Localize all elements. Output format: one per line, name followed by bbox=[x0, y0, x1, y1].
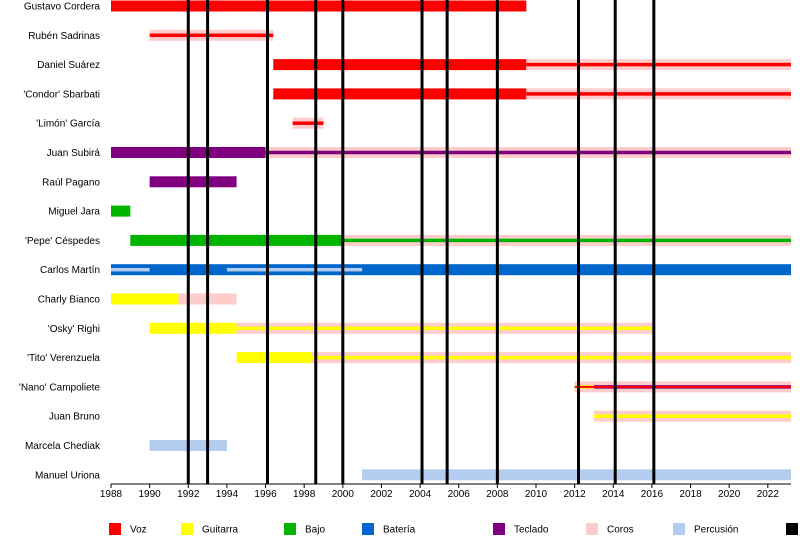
legend-label: Bajo bbox=[305, 525, 325, 536]
member-label: Raúl Pagano bbox=[42, 177, 100, 188]
bar-voz bbox=[149, 33, 274, 38]
legend-swatch-bajo bbox=[284, 523, 296, 535]
member-label: 'Nano' Campoliete bbox=[19, 382, 101, 393]
bar-voz bbox=[526, 92, 791, 96]
legend-swatch-teclado bbox=[493, 523, 505, 535]
bar-voz bbox=[526, 62, 791, 67]
x-tick-label: 2002 bbox=[370, 489, 393, 500]
x-tick-label: 2016 bbox=[641, 489, 664, 500]
bar-teclado bbox=[149, 176, 237, 188]
x-tick-label: 2006 bbox=[448, 489, 471, 500]
bar-voz bbox=[111, 0, 527, 12]
x-tick-label: 2000 bbox=[332, 489, 355, 500]
x-tick-label: 1992 bbox=[177, 489, 200, 500]
member-label: Carlos Martín bbox=[40, 265, 100, 276]
bar-guitarra bbox=[236, 352, 312, 364]
legend-label: Voz bbox=[130, 525, 147, 536]
bar-bateria bbox=[111, 264, 791, 276]
bar-guitarra bbox=[593, 414, 791, 418]
member-label: Gustavo Cordera bbox=[24, 2, 101, 13]
bar-percusion bbox=[111, 267, 150, 272]
x-tick-label: 1994 bbox=[216, 489, 239, 500]
legend-swatch-voz bbox=[109, 523, 121, 535]
legend-label: Batería bbox=[383, 525, 416, 536]
member-label: Miguel Jara bbox=[48, 207, 100, 218]
x-tick-label: 2012 bbox=[564, 489, 587, 500]
bar-teclado bbox=[265, 150, 792, 155]
x-tick-label: 2020 bbox=[718, 489, 741, 500]
album-lines bbox=[186, 0, 656, 484]
member-label: 'Pepe' Céspedes bbox=[25, 236, 100, 247]
bar-voz bbox=[292, 121, 324, 125]
member-label: Juan Bruno bbox=[49, 412, 101, 423]
legend-swatch-coros bbox=[586, 523, 598, 535]
bar-voz bbox=[273, 59, 527, 71]
bar-guitarra bbox=[111, 293, 179, 305]
x-tick-label: 2004 bbox=[409, 489, 432, 500]
bar-bajo bbox=[130, 234, 343, 246]
bar-guitarra bbox=[149, 322, 237, 334]
x-axis: 1988 1990 1992 1994 1996 1998 2000 2002 2004 2006… bbox=[100, 483, 791, 500]
bar-percusion bbox=[226, 267, 363, 272]
legend-label: Percusión bbox=[694, 525, 738, 536]
bar-bajo bbox=[342, 238, 791, 243]
x-tick-label: 1998 bbox=[293, 489, 316, 500]
x-tick-label: 2018 bbox=[679, 489, 702, 500]
bar-percusion bbox=[362, 469, 791, 481]
member-label: Charly Bianco bbox=[38, 295, 101, 306]
x-tick-label: 2008 bbox=[486, 489, 509, 500]
member-labels: Gustavo Cordera Rubén Sadrinas Daniel Suár… bbox=[19, 2, 101, 482]
member-label: Daniel Suárez bbox=[37, 60, 100, 71]
legend: Voz Guitarra Bajo Batería Teclado Coros Percus… bbox=[109, 523, 798, 536]
bar-guitarra bbox=[311, 355, 791, 360]
member-label: Rubén Sadrinas bbox=[28, 31, 100, 42]
bar-guitarra bbox=[236, 326, 654, 331]
member-bars bbox=[111, 0, 792, 481]
legend-label: Coros bbox=[607, 525, 634, 536]
member-label: 'Tito' Verenzuela bbox=[27, 353, 100, 364]
bar-voz bbox=[273, 88, 527, 100]
member-label: 'Osky' Righi bbox=[48, 324, 100, 335]
member-label: 'Limón' García bbox=[36, 119, 100, 130]
member-label: Marcela Chediak bbox=[25, 441, 101, 452]
bar-voz bbox=[574, 385, 791, 388]
legend-swatch-percusion bbox=[673, 523, 685, 535]
x-tick-label: 1990 bbox=[139, 489, 162, 500]
member-label: Juan Subirá bbox=[47, 148, 101, 159]
legend-label: Teclado bbox=[514, 525, 549, 536]
legend-swatch-guitarra bbox=[181, 523, 193, 535]
x-tick-label: 1988 bbox=[100, 489, 123, 500]
member-label: Manuel Uriona bbox=[35, 470, 100, 481]
x-tick-label: 2014 bbox=[602, 489, 625, 500]
x-tick-label: 2022 bbox=[757, 489, 780, 500]
legend-swatch-bateria bbox=[362, 523, 374, 535]
legend-label: Guitarra bbox=[202, 525, 239, 536]
x-tick-label: 2010 bbox=[525, 489, 548, 500]
member-label: 'Condor' Sbarbati bbox=[23, 89, 100, 100]
bar-bajo bbox=[111, 205, 131, 217]
legend-swatch-album bbox=[786, 523, 798, 535]
x-tick-label: 1996 bbox=[254, 489, 277, 500]
